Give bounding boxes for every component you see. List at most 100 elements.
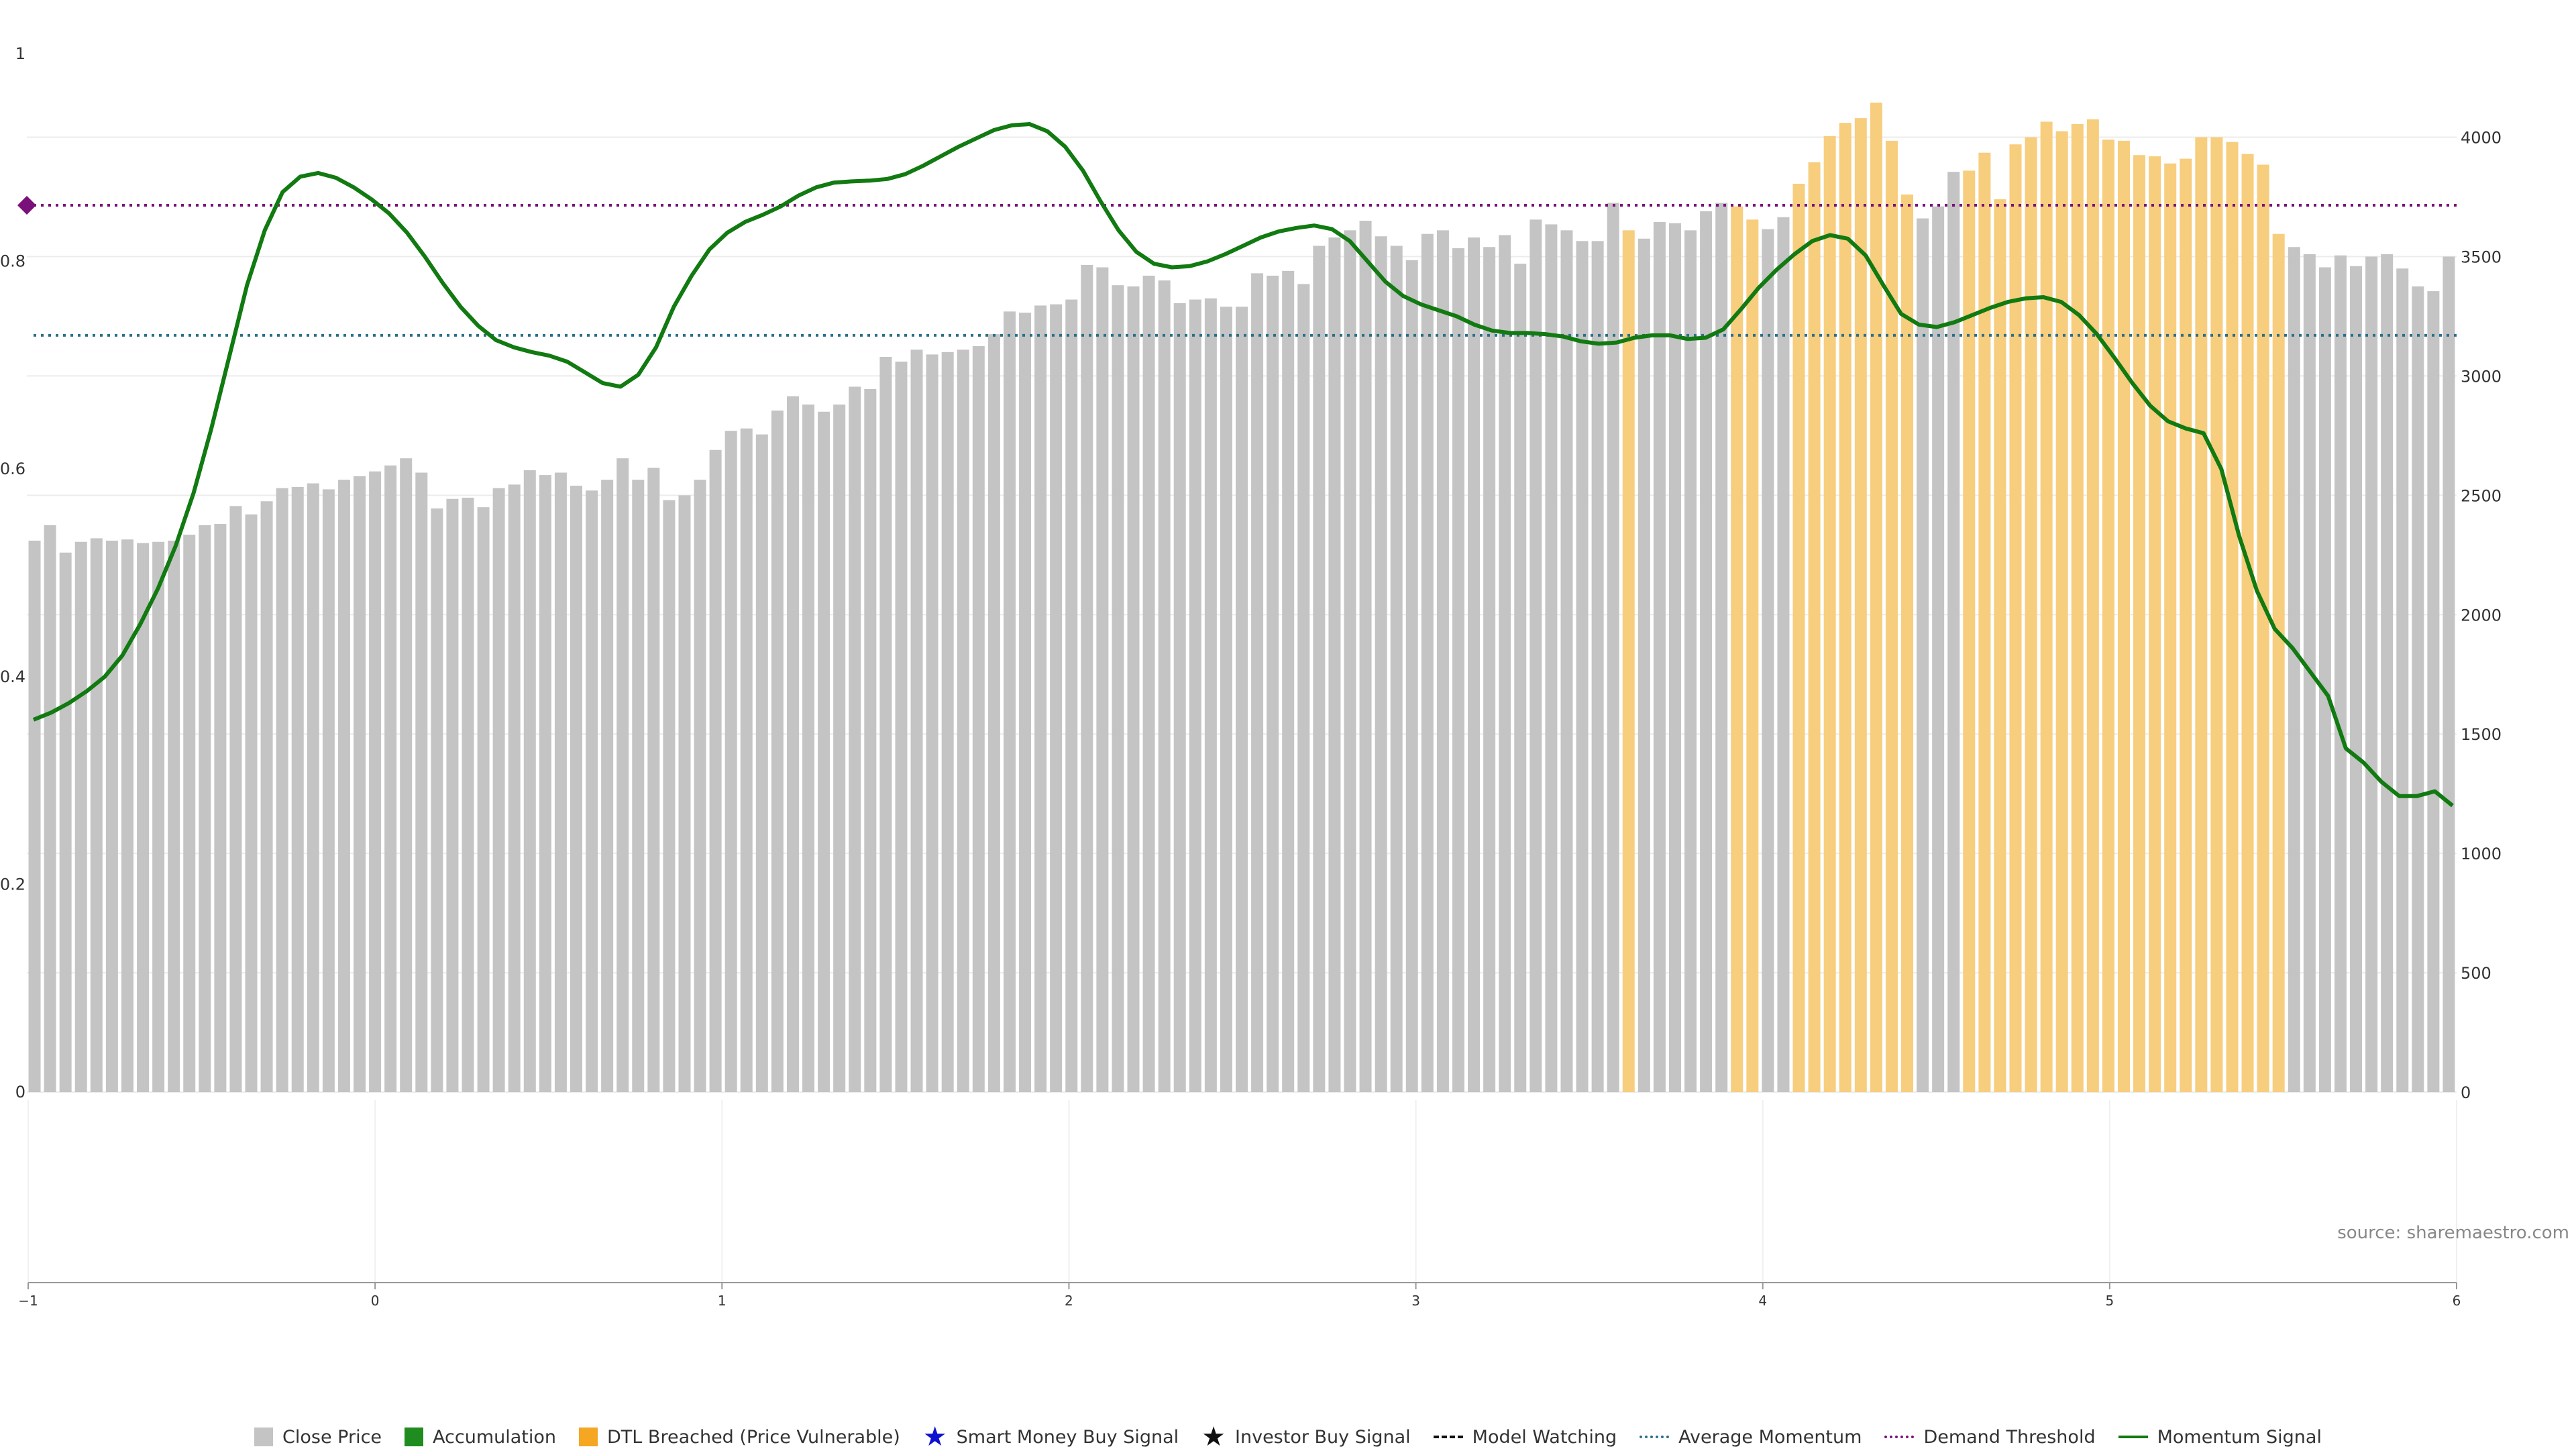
legend-label: DTL Breached (Price Vulnerable) (607, 1426, 900, 1448)
dtl-breached-bar (2025, 137, 2037, 1092)
legend: Close Price Accumulation DTL Breached (Pri… (0, 1421, 2576, 1453)
close-price-bar (2443, 256, 2455, 1092)
close-price-bar (632, 480, 645, 1092)
close-price-bar (616, 458, 629, 1092)
close-price-bar (400, 458, 413, 1092)
close-price-bar (276, 488, 288, 1092)
close-price-bar (307, 483, 319, 1092)
close-price-bar (1034, 305, 1047, 1093)
close-price-bar (647, 468, 660, 1092)
close-price-bar (2396, 268, 2409, 1092)
close-price-bar (1204, 298, 1217, 1093)
close-price-bar (508, 484, 521, 1092)
dtl-breached-bar (1870, 102, 1882, 1093)
dtl-breached-bar (2180, 158, 2192, 1092)
close-price-bar (1700, 211, 1713, 1093)
square-swatch-icon (405, 1428, 424, 1446)
close-price-bar (724, 431, 737, 1092)
x-axis-tick: 4 (1758, 1293, 1767, 1309)
close-price-bar (586, 490, 598, 1092)
close-price-bar (1684, 230, 1697, 1093)
close-price-bar (1762, 229, 1774, 1093)
close-price-bar (987, 334, 1000, 1092)
close-price-bar (1142, 275, 1155, 1093)
close-price-bar (1405, 260, 1418, 1092)
close-price-bar (879, 356, 892, 1092)
dtl-breached-bar (1839, 123, 1851, 1093)
close-price-bar (864, 388, 877, 1092)
legend-item: Close Price (254, 1427, 382, 1448)
close-price-bar (1328, 237, 1341, 1092)
legend-label: Accumulation (433, 1426, 557, 1448)
close-price-bar (137, 543, 150, 1092)
solid-line-icon (2118, 1436, 2148, 1438)
close-price-bar (1313, 246, 1326, 1092)
close-price-bar (1359, 221, 1372, 1092)
close-price-bar (1932, 206, 1945, 1092)
close-price-bar (415, 472, 428, 1092)
dtl-breached-bar (1854, 118, 1867, 1092)
dtl-breached-bar (1622, 230, 1635, 1093)
close-price-bar (1560, 230, 1573, 1093)
right-axis-tick: 500 (2461, 964, 2491, 983)
close-price-bar (1653, 221, 1666, 1092)
close-price-bar (678, 495, 691, 1092)
close-price-bar (2288, 247, 2300, 1092)
close-price-bar (849, 386, 861, 1092)
close-price-bar (2365, 256, 2378, 1092)
left-axis-tick: 1 (15, 44, 25, 63)
close-price-bar (1576, 241, 1589, 1093)
close-price-bar (1436, 230, 1449, 1093)
close-price-bar (28, 540, 41, 1092)
close-price-bar (1189, 299, 1201, 1092)
close-price-bar (2334, 255, 2347, 1092)
close-price-bar (786, 396, 799, 1092)
close-price-bar (1668, 223, 1681, 1092)
close-price-bars (28, 102, 2455, 1093)
legend-label: Demand Threshold (1923, 1426, 2096, 1448)
dtl-breached-bar (2055, 131, 2068, 1093)
close-price-bar (199, 525, 211, 1092)
dtl-breached-bar (1885, 140, 1898, 1092)
close-price-bar (1127, 286, 1140, 1092)
close-price-bar (1112, 285, 1124, 1092)
close-price-bar (337, 480, 350, 1092)
dtl-breached-bar (1731, 206, 1743, 1092)
right-axis-tick: 3000 (2461, 367, 2502, 386)
x-axis-tick: 3 (1411, 1293, 1420, 1309)
dotted-line-icon (1640, 1436, 1670, 1438)
dtl-breached-bar (1978, 152, 1991, 1093)
close-price-bar (1158, 280, 1171, 1092)
close-price-bar (1344, 230, 1356, 1093)
close-price-bar (462, 497, 474, 1092)
x-axis-tick: 0 (371, 1293, 380, 1309)
legend-item: Momentum Signal (2118, 1427, 2322, 1448)
close-price-bar (709, 449, 722, 1092)
close-price-bar (1917, 218, 1929, 1093)
legend-label: Model Watching (1472, 1426, 1617, 1448)
close-price-bar (1452, 248, 1464, 1092)
dtl-breached-bar (2241, 154, 2254, 1093)
close-price-bar (214, 524, 227, 1092)
legend-item: ★ Smart Money Buy Signal (923, 1423, 1179, 1450)
close-price-bar (384, 465, 397, 1092)
close-price-bar (2427, 291, 2440, 1092)
right-axis-tick: 3500 (2461, 248, 2502, 266)
close-price-bar (105, 540, 118, 1092)
close-price-bar (833, 405, 846, 1093)
close-price-bar (802, 405, 815, 1093)
reference-lines (17, 195, 2457, 337)
dtl-breached-bar (2164, 163, 2177, 1093)
close-price-bar (1050, 304, 1063, 1093)
dtl-breached-bar (1746, 219, 1759, 1093)
close-price-bar (477, 507, 490, 1092)
close-price-bar (1173, 303, 1186, 1092)
dtl-breached-bar (2149, 156, 2161, 1092)
legend-label: Smart Money Buy Signal (956, 1426, 1179, 1448)
close-price-bar (152, 541, 165, 1092)
close-price-bar (1607, 203, 1619, 1092)
close-price-bar (1236, 307, 1248, 1092)
close-price-bar (740, 428, 753, 1092)
dtl-breached-bar (2102, 140, 2114, 1092)
